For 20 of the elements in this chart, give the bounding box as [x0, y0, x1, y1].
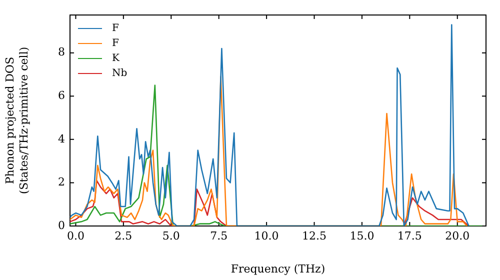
- x-tick-label: 10.0: [254, 229, 279, 242]
- x-tick-label: 5.0: [162, 229, 180, 242]
- x-tick-label: 0.0: [66, 229, 84, 242]
- legend-label: K: [112, 53, 120, 64]
- x-tick-label: 2.5: [114, 229, 132, 242]
- y-axis-title: Phonon projected DOS (States/THz·primitive cell): [4, 46, 30, 194]
- y-tick-label: 2: [58, 176, 65, 189]
- x-axis-title: Frequency (THz): [230, 262, 326, 276]
- x-tick-label: 20.0: [445, 229, 470, 242]
- x-tick-label: 15.0: [350, 229, 374, 242]
- legend-label: F: [112, 38, 119, 49]
- y-tick-label: 4: [58, 132, 65, 146]
- x-tick-label: 17.5: [397, 229, 422, 242]
- x-tick-label: 7.5: [210, 229, 228, 242]
- y-tick-label: 6: [58, 89, 65, 102]
- x-tick-label: 12.5: [302, 229, 327, 242]
- legend-label: Nb: [112, 68, 128, 79]
- y-tick-label: 8: [58, 46, 65, 59]
- y-tick-label: 0: [58, 218, 65, 232]
- legend-label: F: [112, 23, 119, 34]
